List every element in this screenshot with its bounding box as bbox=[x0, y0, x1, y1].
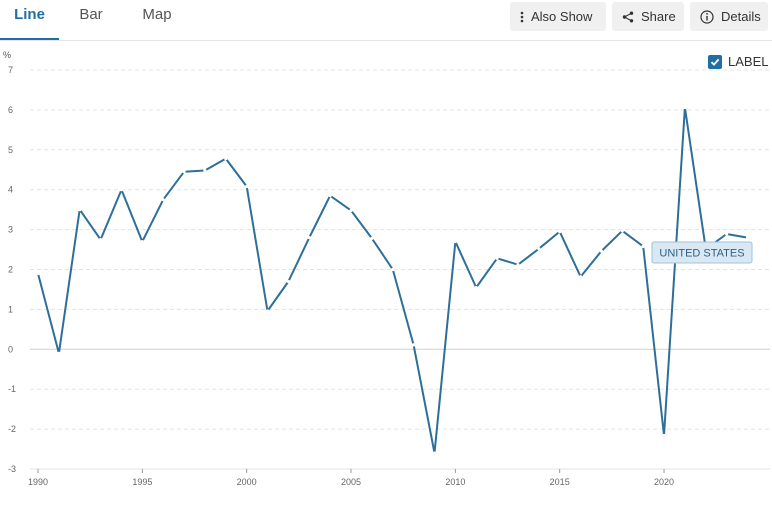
data-point[interactable] bbox=[495, 256, 499, 260]
x-tick-label: 2000 bbox=[237, 477, 257, 487]
share-icon bbox=[622, 11, 634, 23]
y-tick-label: 5 bbox=[8, 145, 13, 155]
tab-map[interactable]: Map bbox=[142, 6, 172, 23]
also-show-button[interactable]: Also Show bbox=[510, 2, 606, 31]
data-point[interactable] bbox=[36, 271, 40, 276]
data-point[interactable] bbox=[182, 170, 186, 174]
x-tick-label: 2015 bbox=[550, 477, 570, 487]
series-line[interactable] bbox=[37, 106, 748, 454]
label-toggle-text: LABEL bbox=[728, 54, 769, 69]
y-tick-label: 0 bbox=[8, 344, 13, 354]
data-point[interactable] bbox=[57, 351, 61, 355]
x-tick-label: 2010 bbox=[445, 477, 465, 487]
data-point[interactable] bbox=[578, 275, 583, 279]
details-button[interactable]: Details bbox=[690, 2, 768, 31]
y-axis-unit-label: % bbox=[3, 50, 11, 60]
data-point[interactable] bbox=[161, 198, 165, 202]
y-tick-label: 7 bbox=[8, 65, 13, 75]
y-tick-label: 4 bbox=[8, 185, 13, 195]
data-point[interactable] bbox=[328, 194, 332, 198]
details-label: Details bbox=[721, 9, 761, 24]
data-point[interactable] bbox=[620, 229, 624, 233]
data-point[interactable] bbox=[516, 263, 520, 267]
chart-type-tabs: Line Bar Map bbox=[0, 0, 772, 41]
data-point[interactable] bbox=[140, 239, 144, 244]
y-tick-label: 2 bbox=[8, 265, 13, 275]
data-point[interactable] bbox=[245, 184, 249, 189]
x-tick-label: 2005 bbox=[341, 477, 361, 487]
y-tick-label: -3 bbox=[8, 464, 16, 474]
y-tick-label: 6 bbox=[8, 105, 13, 115]
x-tick-label: 2020 bbox=[654, 477, 674, 487]
data-point[interactable] bbox=[307, 235, 311, 240]
data-point[interactable] bbox=[370, 236, 374, 240]
y-axis-ticks: 7 6 5 4 3 2 1 0 -1 -2 -3 bbox=[8, 65, 16, 474]
series-label-text: UNITED STATES bbox=[659, 248, 744, 260]
data-point[interactable] bbox=[412, 343, 416, 347]
data-point[interactable] bbox=[432, 451, 437, 455]
tab-bar[interactable]: Bar bbox=[79, 6, 103, 23]
data-point[interactable] bbox=[474, 285, 478, 290]
info-icon bbox=[700, 9, 714, 24]
data-point[interactable] bbox=[599, 249, 604, 253]
data-point[interactable] bbox=[391, 267, 395, 272]
x-tick-label: 1990 bbox=[28, 477, 48, 487]
grid-lines bbox=[30, 69, 770, 470]
data-point[interactable] bbox=[662, 433, 666, 438]
data-point[interactable] bbox=[99, 237, 103, 242]
series-label-united-states[interactable]: UNITED STATES bbox=[651, 241, 753, 264]
data-point[interactable] bbox=[558, 229, 562, 234]
more-vertical-icon bbox=[520, 11, 524, 23]
data-point[interactable] bbox=[265, 309, 270, 313]
y-tick-label: 1 bbox=[8, 304, 13, 314]
data-point[interactable] bbox=[203, 168, 207, 173]
checkbox-checked-icon[interactable] bbox=[708, 54, 722, 69]
data-point[interactable] bbox=[78, 208, 82, 212]
share-label: Share bbox=[641, 9, 676, 24]
data-point[interactable] bbox=[224, 156, 228, 161]
data-point[interactable] bbox=[286, 279, 291, 284]
data-point[interactable] bbox=[349, 208, 353, 213]
x-axis-ticks: 1990 1995 2000 2005 2010 2015 2020 bbox=[28, 469, 674, 487]
y-tick-label: -2 bbox=[8, 424, 16, 434]
data-point[interactable] bbox=[537, 247, 541, 251]
x-tick-label: 1995 bbox=[132, 477, 152, 487]
series-labels: UNITED STATES bbox=[651, 241, 753, 264]
data-point[interactable] bbox=[641, 244, 645, 248]
share-button[interactable]: Share bbox=[612, 2, 684, 31]
data-point[interactable] bbox=[725, 232, 729, 236]
also-show-label: Also Show bbox=[531, 9, 593, 24]
y-tick-label: 3 bbox=[8, 225, 13, 235]
data-point[interactable] bbox=[453, 239, 457, 244]
y-tick-label: -1 bbox=[8, 384, 16, 394]
label-toggle[interactable]: LABEL bbox=[708, 54, 768, 69]
series-label-box bbox=[651, 241, 753, 264]
data-point[interactable] bbox=[119, 188, 124, 192]
tab-line[interactable]: Line bbox=[0, 0, 59, 40]
data-point[interactable] bbox=[745, 235, 750, 240]
series-lines bbox=[36, 105, 750, 455]
data-point[interactable] bbox=[683, 105, 687, 110]
